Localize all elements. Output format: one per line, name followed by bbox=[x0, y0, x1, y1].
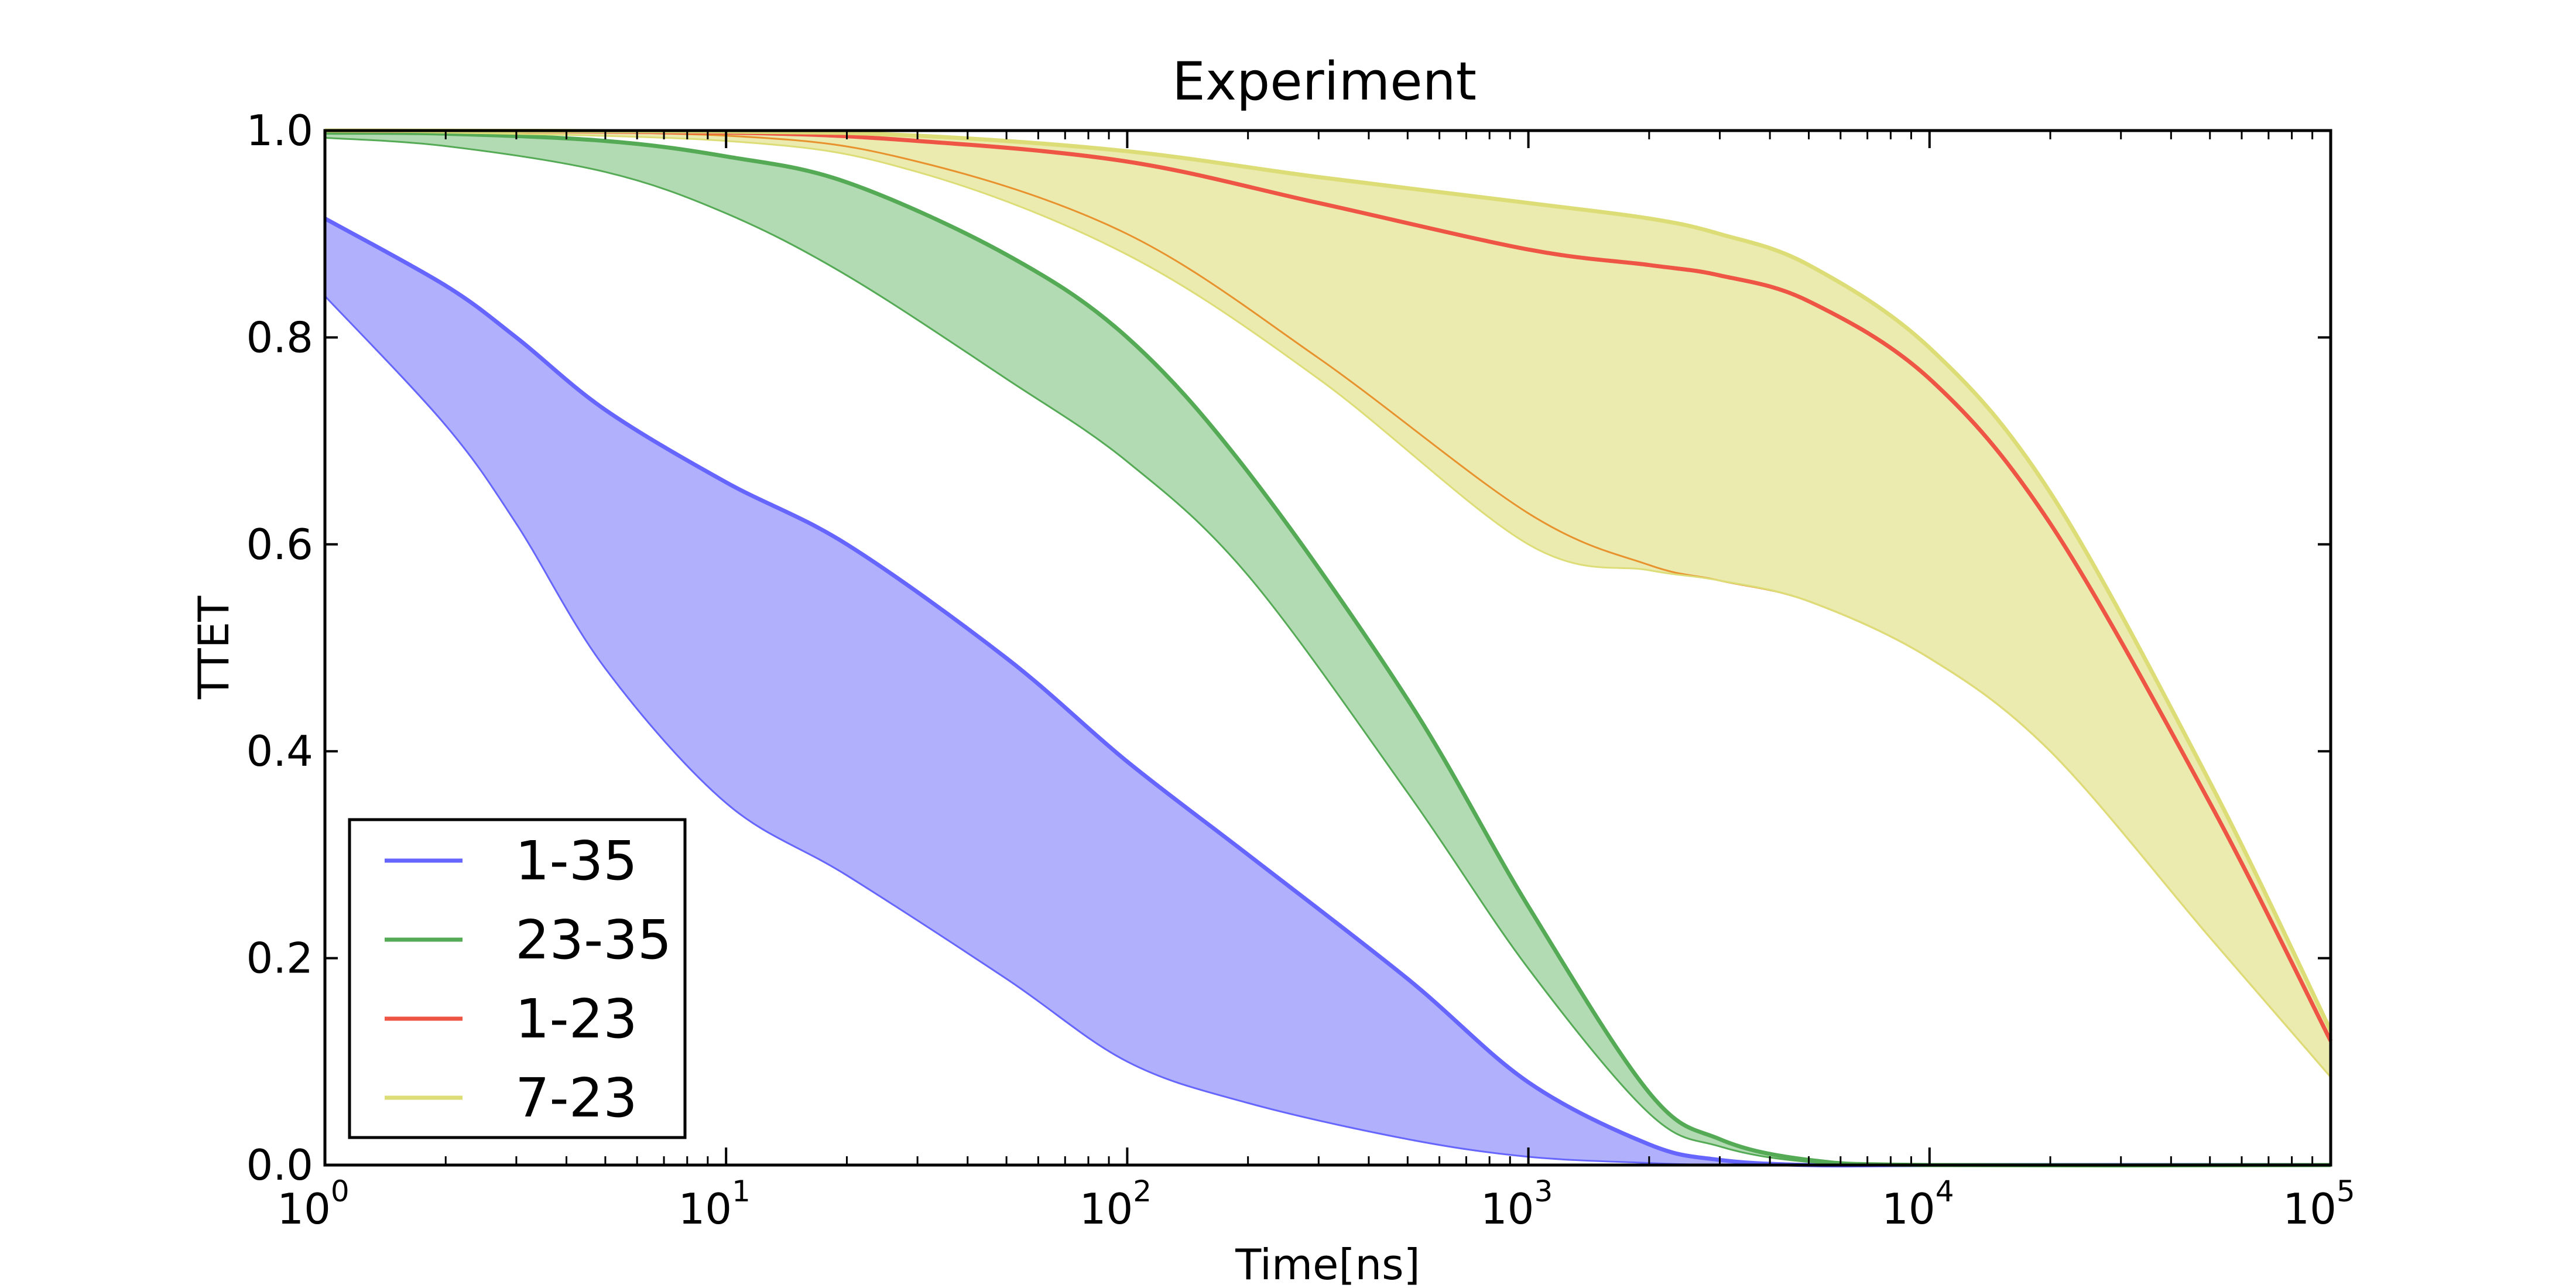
x-tick-label: 105 bbox=[2283, 1174, 2355, 1234]
series-fills bbox=[325, 131, 2331, 1166]
legend-label: 1-23 bbox=[515, 988, 638, 1050]
x-tick-exponent: 5 bbox=[2337, 1174, 2355, 1208]
legend-label: 7-23 bbox=[515, 1067, 638, 1129]
x-tick-exponent: 3 bbox=[1534, 1174, 1553, 1208]
x-axis-label: Time[ns] bbox=[1235, 1240, 1420, 1288]
plot-frame bbox=[323, 129, 2332, 1167]
upper-line-1-23 bbox=[324, 128, 2333, 1042]
legend-box bbox=[348, 818, 687, 1139]
lower-line-7-23 bbox=[324, 129, 2332, 1078]
legend: 1-35 23-35 1-23 7-23 bbox=[348, 818, 687, 1139]
x-tick-label: 102 bbox=[1080, 1174, 1152, 1234]
x-tick-base: 10 bbox=[678, 1184, 732, 1234]
band-7-23 bbox=[325, 131, 2331, 1077]
band-1-35 bbox=[325, 218, 2331, 1166]
x-tick-base: 10 bbox=[2283, 1184, 2337, 1234]
y-axis-label: TTET bbox=[189, 595, 238, 700]
x-tick-base: 10 bbox=[1481, 1184, 1534, 1234]
chart-title: Experiment bbox=[1172, 51, 1477, 112]
legend-label: 1-35 bbox=[515, 830, 638, 892]
x-tick-base: 10 bbox=[1882, 1184, 1936, 1234]
x-tick-exponent: 4 bbox=[1936, 1174, 1954, 1208]
y-tick-label: 0.4 bbox=[246, 727, 313, 776]
x-tick-label: 103 bbox=[1481, 1174, 1553, 1234]
x-tick-exponent: 0 bbox=[331, 1174, 350, 1208]
y-tick-label: 0.6 bbox=[246, 520, 313, 569]
x-tick-base: 10 bbox=[1080, 1184, 1133, 1234]
x-tick-exponent: 1 bbox=[732, 1174, 751, 1208]
band-23-35 bbox=[325, 132, 2331, 1166]
y-tick-label: 1.0 bbox=[246, 106, 313, 155]
y-tick-label: 0.8 bbox=[246, 313, 313, 362]
x-tick-label: 100 bbox=[277, 1174, 349, 1234]
upper-line-7-23 bbox=[324, 128, 2333, 1032]
x-tick-base: 10 bbox=[277, 1184, 331, 1234]
x-tick-label: 101 bbox=[678, 1174, 750, 1234]
y-tick-label: 0.0 bbox=[246, 1140, 313, 1190]
y-tick-label: 0.2 bbox=[246, 934, 313, 983]
legend-label: 23-35 bbox=[515, 909, 672, 971]
x-tick-label: 104 bbox=[1882, 1174, 1954, 1234]
x-tick-exponent: 2 bbox=[1133, 1174, 1152, 1208]
